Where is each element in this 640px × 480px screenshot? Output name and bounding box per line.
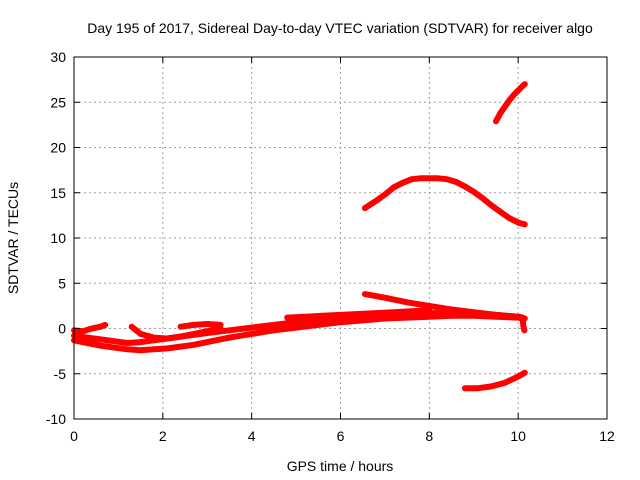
y-tick-label: 10 bbox=[50, 230, 66, 246]
data-track-9 bbox=[493, 81, 528, 125]
x-tick-label: 6 bbox=[337, 428, 345, 444]
data-track-8 bbox=[361, 175, 528, 228]
data-track-4 bbox=[177, 321, 224, 330]
x-tick-label: 10 bbox=[510, 428, 526, 444]
data-track-6 bbox=[361, 291, 528, 322]
grid bbox=[74, 57, 607, 419]
y-tick-label: 15 bbox=[50, 185, 66, 201]
series-layer bbox=[71, 81, 528, 392]
data-track-7 bbox=[519, 316, 528, 334]
x-tick-label: 4 bbox=[248, 428, 256, 444]
x-tick-label: 2 bbox=[159, 428, 167, 444]
x-axis-label: GPS time / hours bbox=[287, 458, 394, 474]
y-tick-label: 5 bbox=[58, 275, 66, 291]
y-tick-label: -10 bbox=[46, 411, 66, 427]
y-tick-label: 20 bbox=[50, 140, 66, 156]
x-tick-label: 0 bbox=[70, 428, 78, 444]
data-track-0 bbox=[71, 321, 109, 335]
ticks: 0 2 4 6 8 10 12 -10 -5 0 5 10 15 20 25 30 bbox=[46, 49, 615, 444]
y-tick-label: 0 bbox=[58, 321, 66, 337]
data-track-5 bbox=[284, 307, 433, 321]
data-track-2 bbox=[71, 310, 526, 346]
chart-title: Day 195 of 2017, Sidereal Day-to-day VTE… bbox=[87, 20, 593, 36]
x-tick-label: 12 bbox=[599, 428, 615, 444]
x-tick-label: 8 bbox=[425, 428, 433, 444]
y-tick-label: 25 bbox=[50, 94, 66, 110]
y-axis-label: SDTVAR / TECUs bbox=[5, 182, 21, 294]
data-track-3 bbox=[128, 323, 224, 342]
y-tick-label: -5 bbox=[54, 366, 67, 382]
y-tick-label: 30 bbox=[50, 49, 66, 65]
data-track-10 bbox=[461, 369, 528, 392]
